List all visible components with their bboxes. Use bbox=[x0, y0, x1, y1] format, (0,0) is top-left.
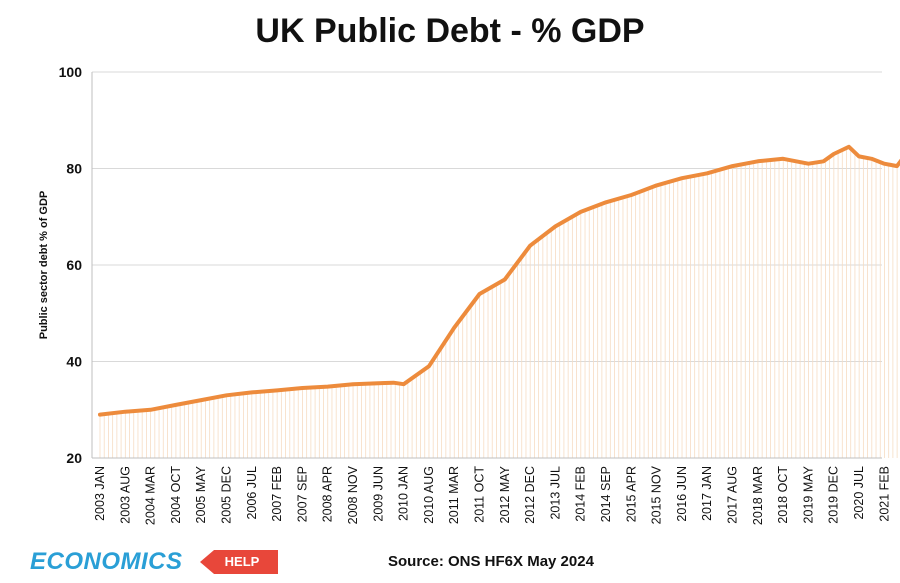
x-tick-label: 2018 OCT bbox=[776, 466, 790, 524]
data-point bbox=[503, 277, 507, 281]
data-point bbox=[391, 381, 395, 385]
x-tick-label: 2003 AUG bbox=[118, 466, 132, 524]
x-tick-label: 2020 JUL bbox=[852, 466, 866, 520]
x-tick-label: 2004 MAR bbox=[144, 466, 158, 525]
y-axis: 20 40 60 80 100 bbox=[59, 64, 93, 466]
x-tick-label: 2007 FEB bbox=[270, 466, 284, 522]
data-point bbox=[478, 292, 481, 296]
debt-series-line bbox=[98, 144, 900, 417]
x-tick-label: 2008 NOV bbox=[346, 465, 360, 524]
x-tick-label: 2017 AUG bbox=[726, 466, 740, 524]
chart-title: UK Public Debt - % GDP bbox=[255, 12, 645, 50]
data-point bbox=[300, 386, 304, 390]
data-point bbox=[452, 326, 456, 330]
series-layer bbox=[98, 144, 900, 417]
data-point bbox=[225, 393, 228, 397]
data-point bbox=[351, 382, 355, 386]
x-tick-label: 2005 MAY bbox=[194, 465, 208, 523]
data-point bbox=[870, 157, 874, 161]
data-point bbox=[822, 159, 826, 163]
x-tick-label: 2021 FEB bbox=[877, 466, 891, 522]
x-tick-label: 2007 SEP bbox=[295, 466, 309, 522]
data-point bbox=[680, 176, 684, 180]
data-point bbox=[402, 382, 406, 386]
x-tick-label: 2019 MAY bbox=[801, 465, 815, 523]
y-tick-label: 40 bbox=[66, 354, 82, 370]
data-point bbox=[275, 388, 279, 392]
data-point bbox=[427, 364, 431, 368]
data-point bbox=[326, 385, 330, 389]
data-point bbox=[781, 157, 785, 161]
data-point bbox=[123, 410, 127, 414]
data-point bbox=[553, 224, 557, 228]
data-point bbox=[857, 154, 861, 158]
x-tick-label: 2008 APR bbox=[321, 466, 335, 522]
x-tick-label: 2016 JUN bbox=[675, 466, 689, 522]
x-tick-label: 2012 MAY bbox=[498, 465, 512, 523]
x-tick-label: 2012 DEC bbox=[523, 466, 537, 524]
data-point bbox=[98, 413, 102, 417]
x-tick-label: 2014 SEP bbox=[599, 466, 613, 522]
x-tick-label: 2011 MAR bbox=[447, 466, 461, 524]
data-point bbox=[376, 381, 380, 385]
data-point bbox=[250, 390, 254, 394]
x-tick-label: 2010 AUG bbox=[422, 466, 436, 524]
x-tick-label: 2019 DEC bbox=[827, 466, 841, 524]
data-point bbox=[629, 193, 633, 197]
data-point bbox=[806, 162, 810, 166]
logo-text: ECONOMICS bbox=[30, 548, 183, 575]
x-tick-label: 2005 DEC bbox=[220, 466, 234, 524]
data-point bbox=[579, 210, 583, 214]
data-point bbox=[199, 398, 203, 402]
x-tick-label: 2017 JAN bbox=[700, 466, 714, 521]
data-point bbox=[655, 183, 659, 187]
data-point bbox=[604, 200, 608, 204]
y-tick-label: 60 bbox=[66, 257, 82, 273]
x-tick-label: 2014 FEB bbox=[574, 466, 588, 522]
logo-tag: HELP bbox=[200, 550, 278, 574]
x-tick-label: 2018 MAR bbox=[751, 466, 765, 525]
y-axis-label: Public sector debt % of GDP bbox=[38, 191, 50, 340]
y-tick-label: 100 bbox=[59, 64, 83, 80]
x-tick-label: 2004 OCT bbox=[169, 466, 183, 524]
data-point bbox=[731, 164, 734, 168]
data-point bbox=[832, 152, 836, 156]
x-tick-label: 2009 JUN bbox=[371, 466, 385, 522]
source-note: Source: ONS HF6X May 2024 bbox=[388, 553, 594, 570]
data-point bbox=[149, 408, 153, 412]
data-point bbox=[174, 403, 178, 407]
x-tick-label: 2015 APR bbox=[624, 466, 638, 522]
y-tick-label: 20 bbox=[66, 450, 82, 466]
y-tick-label: 80 bbox=[66, 161, 82, 177]
x-tick-label: 2010 JAN bbox=[397, 466, 411, 521]
x-tick-label: 2011 OCT bbox=[473, 466, 487, 523]
data-point bbox=[895, 164, 899, 168]
data-point bbox=[847, 145, 851, 149]
data-point bbox=[528, 244, 532, 248]
x-tick-label: 2006 JUL bbox=[245, 466, 259, 520]
x-axis: 2003 JAN 2003 AUG 2004 MAR 2004 OCT 2005 MAY… bbox=[92, 457, 891, 525]
x-tick-label: 2015 NOV bbox=[650, 465, 664, 524]
data-point bbox=[882, 162, 886, 166]
x-tick-label: 2003 JAN bbox=[93, 466, 107, 521]
data-point bbox=[756, 159, 760, 163]
x-tick-label: 2013 JUL bbox=[548, 466, 562, 520]
data-point bbox=[705, 171, 709, 175]
gridlines bbox=[92, 71, 898, 459]
